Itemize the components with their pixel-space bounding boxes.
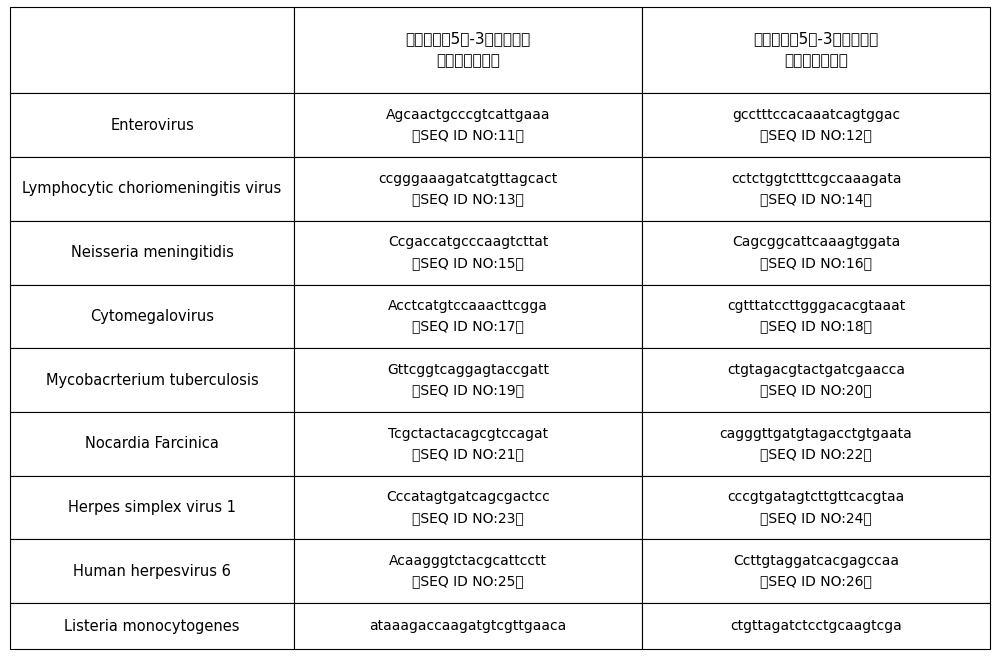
Text: Gttcggtcaggagtaccgatt
（SEQ ID NO:19）: Gttcggtcaggagtaccgatt （SEQ ID NO:19）	[387, 363, 549, 398]
Bar	[642, 476, 990, 539]
Text: Acaagggtctacgcattcctt
（SEQ ID NO:25）: Acaagggtctacgcattcctt （SEQ ID NO:25）	[389, 554, 547, 588]
Bar	[642, 221, 990, 285]
Text: Neisseria meningitidis: Neisseria meningitidis	[71, 245, 234, 260]
Text: ctgtagacgtactgatcgaacca
（SEQ ID NO:20）: ctgtagacgtactgatcgaacca （SEQ ID NO:20）	[727, 363, 905, 398]
Text: Herpes simplex virus 1: Herpes simplex virus 1	[68, 500, 236, 515]
Bar	[642, 539, 990, 603]
Bar	[294, 221, 642, 285]
Text: Human herpesvirus 6: Human herpesvirus 6	[73, 564, 231, 579]
Bar	[294, 412, 642, 476]
Bar	[294, 285, 642, 348]
Bar	[10, 539, 294, 603]
Bar	[294, 93, 642, 157]
Text: Listeria monocytogenes: Listeria monocytogenes	[64, 619, 240, 634]
Bar	[10, 476, 294, 539]
Bar	[294, 348, 642, 412]
Text: Ccgaccatgcccaagtcttat
（SEQ ID NO:15）: Ccgaccatgcccaagtcttat （SEQ ID NO:15）	[388, 236, 548, 270]
Text: Cccatagtgatcagcgactcc
（SEQ ID NO:23）: Cccatagtgatcagcgactcc （SEQ ID NO:23）	[386, 490, 550, 525]
Bar	[10, 285, 294, 348]
Text: gcctttccacaaatcagtggac
（SEQ ID NO:12）: gcctttccacaaatcagtggac （SEQ ID NO:12）	[732, 108, 900, 142]
Text: Tcgctactacagcgtccagat
（SEQ ID NO:21）: Tcgctactacagcgtccagat （SEQ ID NO:21）	[388, 426, 548, 461]
Bar	[294, 476, 642, 539]
Text: cgtttatccttgggacacgtaaat
（SEQ ID NO:18）: cgtttatccttgggacacgtaaat （SEQ ID NO:18）	[727, 299, 905, 334]
Bar	[294, 7, 642, 93]
Bar	[294, 157, 642, 221]
Text: Mycobacrterium tuberculosis: Mycobacrterium tuberculosis	[46, 373, 258, 388]
Text: Cytomegalovirus: Cytomegalovirus	[90, 309, 214, 324]
Bar	[10, 348, 294, 412]
Text: ccgggaaagatcatgttagcact
（SEQ ID NO:13）: ccgggaaagatcatgttagcact （SEQ ID NO:13）	[379, 172, 558, 206]
Text: Lymphocytic choriomeningitis virus: Lymphocytic choriomeningitis virus	[22, 182, 282, 196]
Text: Cagcggcattcaaagtggata
（SEQ ID NO:16）: Cagcggcattcaaagtggata （SEQ ID NO:16）	[732, 236, 900, 270]
Bar	[10, 603, 294, 649]
Text: Enterovirus: Enterovirus	[110, 117, 194, 133]
Bar	[10, 93, 294, 157]
Text: cagggttgatgtagacctgtgaata
（SEQ ID NO:22）: cagggttgatgtagacctgtgaata （SEQ ID NO:22）	[720, 426, 912, 461]
Text: 下游引物（5＇-3＇）及其在
序列表中的位置: 下游引物（5＇-3＇）及其在 序列表中的位置	[753, 31, 879, 69]
Text: cctctggtctttcgccaaagata
（SEQ ID NO:14）: cctctggtctttcgccaaagata （SEQ ID NO:14）	[731, 172, 901, 206]
Bar	[642, 157, 990, 221]
Text: Acctcatgtccaaacttcgga
（SEQ ID NO:17）: Acctcatgtccaaacttcgga （SEQ ID NO:17）	[388, 299, 548, 334]
Bar	[10, 221, 294, 285]
Bar	[294, 603, 642, 649]
Bar	[10, 157, 294, 221]
Bar	[642, 93, 990, 157]
Text: ataaagaccaagatgtcgttgaaca: ataaagaccaagatgtcgttgaaca	[370, 619, 567, 633]
Bar	[642, 348, 990, 412]
Text: Agcaactgcccgtcattgaaa
（SEQ ID NO:11）: Agcaactgcccgtcattgaaa （SEQ ID NO:11）	[386, 108, 550, 142]
Bar	[642, 412, 990, 476]
Bar	[642, 285, 990, 348]
Bar	[294, 539, 642, 603]
Text: Nocardia Farcinica: Nocardia Farcinica	[85, 436, 219, 451]
Bar	[10, 7, 294, 93]
Bar	[642, 7, 990, 93]
Text: Ccttgtaggatcacgagccaa
（SEQ ID NO:26）: Ccttgtaggatcacgagccaa （SEQ ID NO:26）	[733, 554, 899, 588]
Text: cccgtgatagtcttgttcacgtaa
（SEQ ID NO:24）: cccgtgatagtcttgttcacgtaa （SEQ ID NO:24）	[727, 490, 905, 525]
Text: 上游引物（5＇-3＇）及其在
序列表中的位置: 上游引物（5＇-3＇）及其在 序列表中的位置	[406, 31, 531, 69]
Text: ctgttagatctcctgcaagtcga: ctgttagatctcctgcaagtcga	[730, 619, 902, 633]
Bar	[10, 412, 294, 476]
Bar	[642, 603, 990, 649]
